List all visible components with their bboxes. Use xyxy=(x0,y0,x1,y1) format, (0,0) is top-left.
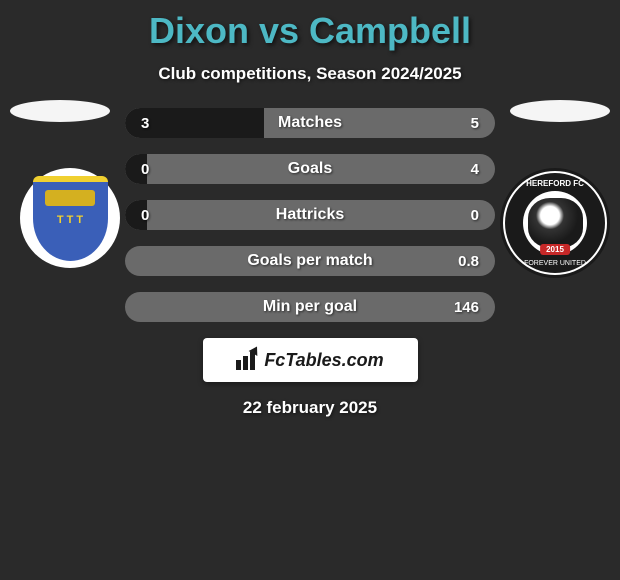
right-team-badge: 2015 xyxy=(500,168,610,278)
stats-bars: 3 Matches 5 0 Goals 4 0 Hattricks 0 Goal… xyxy=(125,108,495,322)
stat-label: Min per goal xyxy=(263,298,357,316)
stat-label: Goals per match xyxy=(247,252,372,270)
stat-right-value: 4 xyxy=(471,161,479,178)
stat-left-value: 0 xyxy=(141,161,149,178)
stat-bar-goals-per-match: Goals per match 0.8 xyxy=(125,246,495,276)
subtitle: Club competitions, Season 2024/2025 xyxy=(0,64,620,84)
stat-right-value: 5 xyxy=(471,115,479,132)
stat-right-value: 0.8 xyxy=(458,253,479,270)
brand-box[interactable]: FcTables.com xyxy=(203,338,418,382)
left-player-ellipse xyxy=(10,100,110,122)
stat-label: Goals xyxy=(288,160,332,178)
page-title: Dixon vs Campbell xyxy=(0,10,620,52)
stat-bar-min-per-goal: Min per goal 146 xyxy=(125,292,495,322)
brand-logo: FcTables.com xyxy=(236,350,383,371)
stat-label: Matches xyxy=(278,114,342,132)
right-badge-ring: 2015 xyxy=(505,173,605,273)
stat-bar-matches: 3 Matches 5 xyxy=(125,108,495,138)
content-area: 2015 3 Matches 5 0 Goals 4 0 Hattricks 0 xyxy=(0,108,620,418)
stat-bar-goals: 0 Goals 4 xyxy=(125,154,495,184)
left-badge-shield-icon xyxy=(33,176,108,261)
brand-text: FcTables.com xyxy=(264,350,383,371)
chart-arrow-icon xyxy=(236,350,258,370)
stat-bar-hattricks: 0 Hattricks 0 xyxy=(125,200,495,230)
stat-right-value: 0 xyxy=(471,207,479,224)
stat-label: Hattricks xyxy=(276,206,344,224)
stat-left-value: 0 xyxy=(141,207,149,224)
stat-left-value: 3 xyxy=(141,115,149,132)
left-team-badge xyxy=(20,168,120,268)
right-player-ellipse xyxy=(510,100,610,122)
date-text: 22 february 2025 xyxy=(0,398,620,418)
right-badge-year: 2015 xyxy=(540,244,570,255)
main-container: Dixon vs Campbell Club competitions, Sea… xyxy=(0,0,620,418)
stat-right-value: 146 xyxy=(454,299,479,316)
